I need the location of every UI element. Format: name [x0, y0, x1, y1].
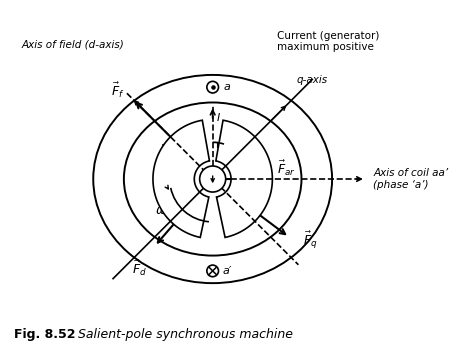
Text: $\vec{F}_{ar}$: $\vec{F}_{ar}$ [277, 159, 296, 178]
Text: Axis of coil aa’
(phase ‘a’): Axis of coil aa’ (phase ‘a’) [373, 168, 449, 190]
Text: N: N [161, 143, 173, 157]
Text: $\omega_s$: $\omega_s$ [155, 206, 172, 219]
Text: S: S [245, 203, 254, 217]
Text: q-axis: q-axis [297, 75, 328, 84]
Circle shape [207, 81, 219, 93]
Text: $\psi$: $\psi$ [218, 138, 229, 152]
Circle shape [199, 166, 226, 192]
Polygon shape [216, 120, 272, 237]
Text: a′: a′ [223, 266, 232, 276]
Text: Salient-pole synchronous machine: Salient-pole synchronous machine [78, 328, 293, 340]
Text: a: a [223, 82, 230, 92]
Text: Fig. 8.52: Fig. 8.52 [13, 328, 75, 340]
Text: I: I [217, 113, 220, 123]
Polygon shape [153, 120, 209, 237]
Text: $\vec{F}_q$: $\vec{F}_q$ [303, 230, 318, 251]
Text: Current (generator)
maximum positive: Current (generator) maximum positive [277, 31, 379, 52]
Text: $\vec{F}_f$: $\vec{F}_f$ [111, 81, 125, 100]
Text: $\vec{F}_d$: $\vec{F}_d$ [132, 258, 146, 278]
Circle shape [207, 265, 219, 277]
Ellipse shape [124, 103, 301, 256]
Text: Axis of field (d-axis): Axis of field (d-axis) [21, 39, 124, 49]
